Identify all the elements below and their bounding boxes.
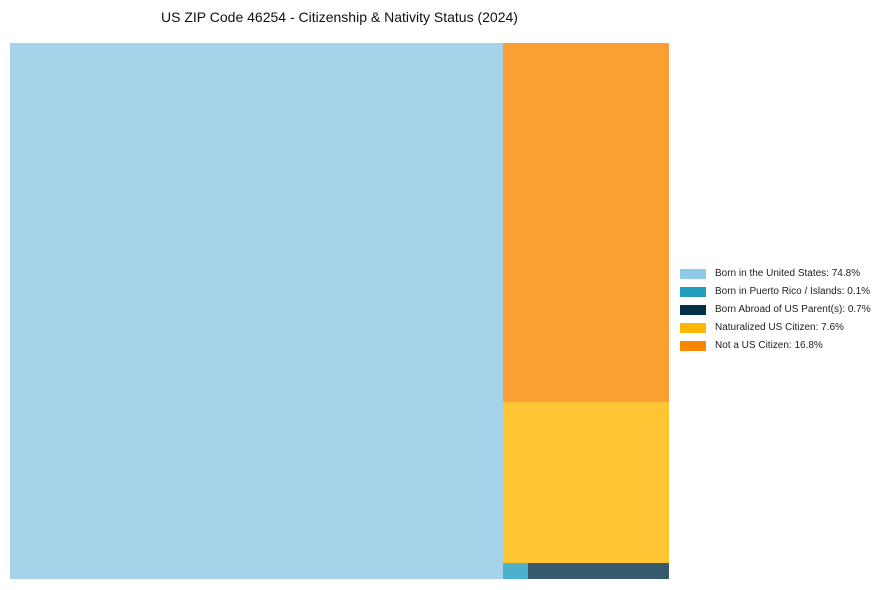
legend-item: Naturalized US Citizen: 7.6% — [680, 321, 871, 334]
legend-swatch — [680, 322, 706, 333]
tile-born-in-us — [10, 43, 503, 579]
tile-not-us-citizen — [503, 43, 669, 402]
legend-item: Born Abroad of US Parent(s): 0.7% — [680, 303, 871, 316]
chart-title: US ZIP Code 46254 - Citizenship & Nativi… — [161, 9, 518, 25]
legend-swatch — [680, 340, 706, 351]
tile-naturalized — [503, 402, 669, 563]
legend: Born in the United States: 74.8% Born in… — [680, 267, 871, 357]
legend-item: Born in Puerto Rico / Islands: 0.1% — [680, 285, 871, 298]
legend-label: Born in the United States: 74.8% — [715, 268, 861, 279]
legend-item: Born in the United States: 74.8% — [680, 267, 871, 280]
legend-label: Born Abroad of US Parent(s): 0.7% — [715, 304, 871, 315]
legend-swatch — [680, 286, 706, 297]
legend-label: Not a US Citizen: 16.8% — [715, 340, 823, 351]
legend-label: Naturalized US Citizen: 7.6% — [715, 322, 844, 333]
tile-born-puerto-rico — [503, 563, 528, 579]
legend-swatch — [680, 268, 706, 279]
tile-born-abroad-us-parents — [528, 563, 669, 579]
legend-label: Born in Puerto Rico / Islands: 0.1% — [715, 286, 871, 297]
legend-item: Not a US Citizen: 16.8% — [680, 339, 871, 352]
legend-swatch — [680, 304, 706, 315]
